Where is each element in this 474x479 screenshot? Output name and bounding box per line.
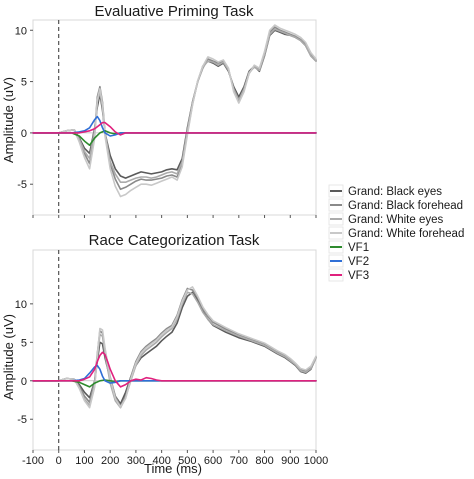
legend-label-vf1: VF1: [348, 242, 369, 254]
series-line-grand-white-eyes: [32, 291, 317, 409]
series-line-grand-black-eyes: [32, 29, 317, 179]
x-tick-label: 900: [281, 455, 299, 467]
panel-2-title: Race Categorization Task: [89, 232, 260, 249]
x-tick-label: 700: [230, 455, 248, 467]
x-tick-label: 800: [255, 455, 273, 467]
legend-label-grand-black-eyes: Grand: Black eyes: [348, 186, 442, 198]
legend-label-grand-white-eyes: Grand: White eyes: [348, 214, 443, 226]
y-tick-label: 0: [21, 376, 27, 388]
x-tick-label: 1000: [304, 455, 328, 467]
y-tick-label: -5: [17, 179, 27, 191]
x-tick-label: 200: [101, 455, 119, 467]
y-tick-label: 10: [15, 299, 27, 311]
series-line-vf3: [32, 121, 317, 136]
series-line-vf3: [32, 351, 317, 388]
series-line-grand-white-forehead: [32, 286, 317, 409]
panel-evaluative-priming: -5 0 5 10: [15, 19, 317, 218]
legend-label-grand-black-forehead: Grand: Black forehead: [348, 200, 463, 212]
panel-2-ylabel: Amplitude (uV): [1, 314, 16, 400]
legend-label-grand-white-forehead: Grand: White forehead: [348, 228, 464, 240]
panel-1-title: Evaluative Priming Task: [95, 3, 254, 20]
legend-label-vf3: VF3: [348, 270, 369, 282]
series-line-grand-white-eyes: [32, 28, 317, 183]
y-tick-label: 0: [21, 128, 27, 140]
legend-label-vf2: VF2: [348, 256, 369, 268]
x-tick-label: 100: [75, 455, 93, 467]
series-line-grand-white-forehead: [32, 24, 317, 198]
y-tick-label: 10: [15, 25, 27, 37]
y-tick-label: 5: [21, 337, 27, 349]
x-tick-label: 500: [178, 455, 196, 467]
x-tick-label: -100: [22, 455, 44, 467]
x-tick-label: 300: [127, 455, 145, 467]
panel-1-ylabel: Amplitude (uV): [1, 77, 16, 163]
plot-frame: [32, 249, 317, 451]
legend: Grand: Black eyes Grand: Black forehead Gr…: [328, 184, 464, 282]
series-line-grand-black-forehead: [32, 287, 317, 407]
x-axis-label: Time (ms): [144, 461, 202, 476]
x-tick-label: 0: [56, 455, 62, 467]
y-tick-label: -5: [17, 414, 27, 426]
y-tick-label: 5: [21, 77, 27, 89]
x-tick-label: 400: [152, 455, 170, 467]
x-tick-label: 600: [204, 455, 222, 467]
panel-race-categorization: -5 0 5 10 -100 0 100 200 300 400 500 600 700 800 900 10…: [15, 249, 328, 467]
series-line-grand-black-forehead: [32, 26, 317, 191]
plot-frame: [32, 19, 317, 216]
